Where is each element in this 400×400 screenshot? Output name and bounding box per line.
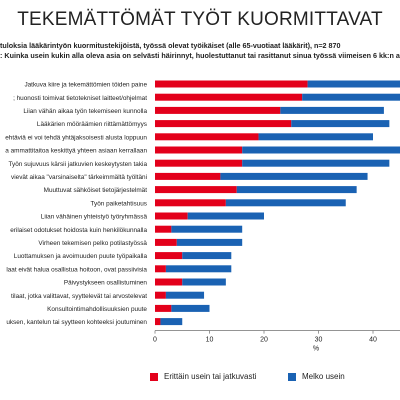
bar-segment-red bbox=[155, 238, 177, 246]
category-label: ehtäviä ei voi tehdä yhtäjaksoisesti alu… bbox=[5, 134, 147, 141]
bar-segment-blue bbox=[160, 318, 183, 326]
legend-label-blue: Melko usein bbox=[302, 372, 345, 381]
category-label: Päivystykseen osallistuminen bbox=[64, 280, 148, 287]
bar-segment-red bbox=[155, 186, 237, 194]
bar-segment-blue bbox=[258, 133, 373, 141]
category-label: Luottamuksen ja avoimuuden puute työpaik… bbox=[14, 253, 148, 260]
bar-segment-blue bbox=[176, 238, 243, 246]
bar-segment-red bbox=[155, 159, 243, 167]
category-label: Liian vähäinen yhteistyö työryhmässä bbox=[41, 214, 148, 221]
bar-segment-blue bbox=[225, 199, 346, 207]
legend-swatch-blue bbox=[288, 372, 296, 381]
legend-swatch-red bbox=[150, 372, 158, 381]
x-tick-label: 0 bbox=[153, 337, 157, 344]
category-label: ; huonosti toimivat tietotekniset laitte… bbox=[13, 95, 147, 102]
bar-segment-blue bbox=[165, 291, 205, 299]
bar-segment-red bbox=[155, 291, 166, 299]
bar-segment-blue bbox=[171, 225, 243, 233]
bar-segment-red bbox=[155, 278, 183, 286]
category-label: Työn paiketahtisuus bbox=[91, 200, 148, 207]
bar-segment-blue bbox=[242, 159, 390, 167]
category-label: Muuttuvat sähköiset tietojärjestelmät bbox=[44, 187, 148, 194]
category-label: Liian vähän aikaa työn tekemiseen kunnol… bbox=[23, 108, 147, 115]
bar-segment-red bbox=[155, 120, 292, 128]
bar-segment-red bbox=[155, 212, 188, 220]
legend-item-blue: Melko usein bbox=[288, 372, 345, 381]
bar-segment-blue bbox=[182, 278, 226, 286]
bar-segment-blue bbox=[307, 80, 400, 88]
bar-segment-red bbox=[155, 304, 172, 312]
x-tick-label: 10 bbox=[206, 337, 214, 344]
bar-segment-red bbox=[155, 225, 172, 233]
legend-item-red: Erittäin usein tai jatkuvasti bbox=[150, 372, 257, 381]
bar-segment-red bbox=[155, 106, 281, 114]
bar-segment-blue bbox=[187, 212, 264, 220]
category-label: Konsultointimahdollisuuksien puute bbox=[47, 306, 147, 313]
category-label: Lääkärien mööräämien riittämättömyys bbox=[37, 121, 147, 128]
bar-segment-blue bbox=[302, 93, 400, 101]
bar-segment-blue bbox=[280, 106, 384, 114]
bar-segment-blue bbox=[291, 120, 390, 128]
subtitle-line-2: : Kuinka usein kukin alla oleva asia on … bbox=[0, 51, 400, 60]
bar-segment-red bbox=[155, 133, 259, 141]
bar-segment-blue bbox=[236, 186, 357, 194]
category-label: erilaiset odotukset hoidosta kuin henkil… bbox=[10, 227, 147, 234]
category-label: a ammattitaitoa keskittyä yhteen asiaan … bbox=[5, 148, 147, 155]
x-axis-label: % bbox=[313, 346, 319, 353]
bar-segment-blue bbox=[171, 304, 210, 312]
bar-segment-red bbox=[155, 318, 161, 326]
bar-segment-blue bbox=[165, 265, 232, 273]
subtitle-line-1: tuloksia lääkärintyön kuormitustekijöist… bbox=[0, 41, 341, 50]
category-label: laat eivät halua osallistua hoitoon, ova… bbox=[6, 266, 147, 273]
category-label: Jatkuva kiire ja tekemättömien töiden pa… bbox=[24, 82, 147, 89]
category-label: Virheen tekemisen pelko potilastyössä bbox=[38, 240, 147, 247]
x-tick-label: 40 bbox=[369, 337, 377, 344]
x-tick-label: 30 bbox=[315, 337, 323, 344]
chart-subtitle: tuloksia lääkärintyön kuormitustekijöist… bbox=[0, 41, 400, 61]
category-label: tilaat, jotka valittavat, syyttelevät ta… bbox=[11, 293, 147, 300]
category-label: uksen, kantelun tai syytteen kohteeksi j… bbox=[6, 319, 147, 326]
bar-segment-red bbox=[155, 146, 243, 154]
bar-segment-red bbox=[155, 172, 221, 180]
x-tick-label: 20 bbox=[260, 337, 268, 344]
bar-segment-red bbox=[155, 265, 166, 273]
chart-legend: Erittäin usein tai jatkuvasti Melko usei… bbox=[0, 372, 400, 390]
bar-segment-red bbox=[155, 252, 183, 260]
bar-segment-blue bbox=[182, 252, 232, 260]
bar-segment-blue bbox=[242, 146, 400, 154]
bar-segment-blue bbox=[220, 172, 368, 180]
bar-segment-red bbox=[155, 80, 308, 88]
bar-segment-red bbox=[155, 93, 303, 101]
category-label: Työn sujuvuus kärsii jatkuvien keskeytys… bbox=[8, 161, 147, 168]
chart-title: TEKEMÄTTÖMÄT TYÖT KUORMITTAVAT bbox=[17, 9, 383, 30]
category-label: vievät aikaa "varsinaiselta" tärkeimmält… bbox=[11, 174, 147, 181]
legend-label-red: Erittäin usein tai jatkuvasti bbox=[164, 372, 257, 381]
bar-segment-red bbox=[155, 199, 226, 207]
